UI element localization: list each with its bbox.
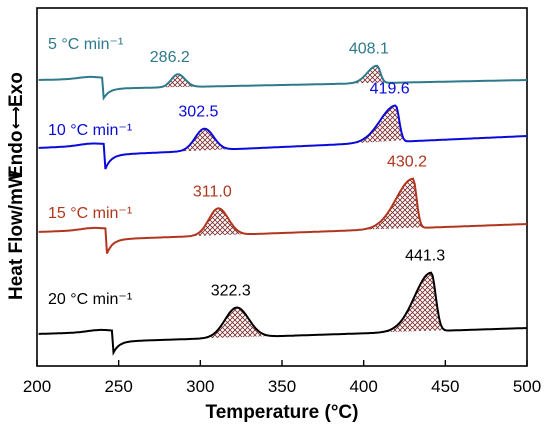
peak-area	[360, 178, 425, 230]
y-axis-title-group: Heat Flow/mW Endo ⟷ Exo	[6, 72, 27, 300]
x-tick-label: 250	[104, 377, 132, 396]
series-line	[38, 104, 528, 170]
y-axis-title: Heat Flow/mW	[6, 170, 27, 300]
peak-area	[200, 307, 274, 339]
series-group: 5 °C min⁻¹ 286.2 408.1	[38, 36, 527, 101]
x-tick-label: 500	[513, 377, 541, 396]
x-tick-label: 400	[349, 377, 377, 396]
plot-frame	[36, 7, 528, 367]
x-tick-label: 450	[431, 377, 459, 396]
y-axis-exo-label: Exo	[6, 72, 27, 107]
peak-value-label: 441.3	[405, 248, 445, 265]
peak-value-label: 430.2	[387, 154, 427, 171]
series-name-label: 15 °C min⁻¹	[48, 205, 132, 222]
y-axis-arrow: ⟷	[6, 106, 25, 129]
series-name-label: 10 °C min⁻¹	[48, 122, 132, 139]
x-axis-ticks: 200 250 300 350 400 450 500	[23, 360, 541, 396]
peak-area	[347, 105, 405, 144]
plot-area: 5 °C min⁻¹ 286.2 408.1 10 °C min⁻¹ 302.5 419.…	[38, 36, 528, 356]
series-line	[38, 177, 528, 254]
series-line	[38, 271, 528, 356]
series-name-label: 5 °C min⁻¹	[48, 36, 123, 53]
series-line	[38, 64, 527, 101]
series-group: 15 °C min⁻¹ 311.0 430.2	[38, 154, 528, 254]
x-tick-label: 200	[23, 377, 51, 396]
peak-value-label: 408.1	[349, 41, 389, 58]
peak-value-label: 311.0	[193, 183, 232, 200]
series-group: 20 °C min⁻¹ 322.3 441.3	[38, 248, 528, 356]
series-name-label: 20 °C min⁻¹	[48, 291, 132, 308]
series-group: 10 °C min⁻¹ 302.5 419.6	[38, 80, 528, 170]
peak-value-label: 302.5	[178, 104, 218, 121]
peak-value-label: 286.2	[150, 49, 190, 66]
x-tick-label: 300	[186, 377, 214, 396]
peak-value-label: 322.3	[211, 282, 251, 299]
y-axis-endo-label: Endo	[6, 131, 27, 179]
x-axis-title: Temperature (°C)	[206, 402, 359, 423]
x-tick-label: 350	[268, 377, 296, 396]
peak-value-label: 419.6	[370, 80, 410, 97]
peak-area	[188, 208, 250, 237]
